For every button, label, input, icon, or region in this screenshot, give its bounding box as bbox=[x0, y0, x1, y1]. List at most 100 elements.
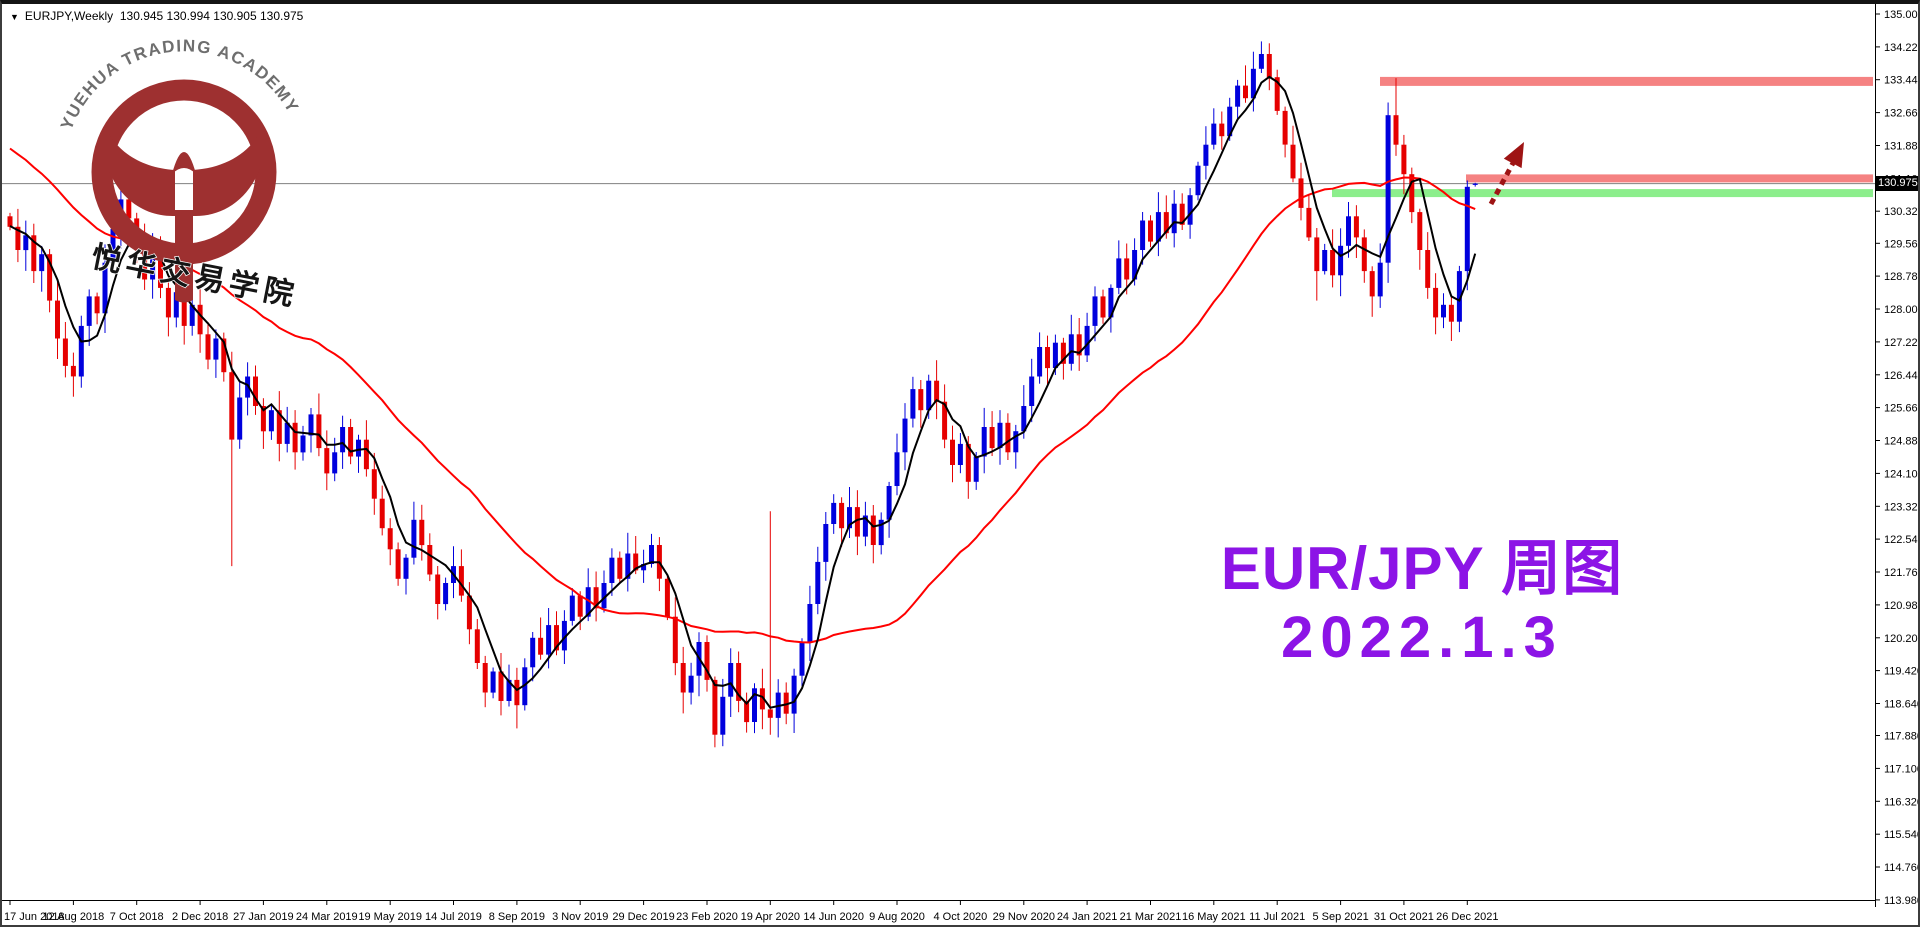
candle-body bbox=[324, 448, 330, 474]
candle-body bbox=[759, 688, 765, 710]
candle-body bbox=[1116, 258, 1122, 288]
resistance-band-mid[interactable] bbox=[1466, 174, 1873, 183]
candle-body bbox=[189, 304, 195, 326]
candle-body bbox=[720, 696, 726, 735]
candle-body bbox=[1203, 144, 1209, 166]
candle-body bbox=[1433, 287, 1439, 318]
candle-body bbox=[316, 414, 322, 449]
candle-body bbox=[791, 675, 797, 714]
candle-body bbox=[894, 452, 900, 486]
candle-body bbox=[973, 456, 979, 482]
candle-body bbox=[957, 443, 963, 465]
candle-body bbox=[593, 587, 599, 609]
candle-body bbox=[530, 637, 536, 668]
horizontal-level-bands[interactable] bbox=[1332, 76, 1873, 198]
price-tick-label: 128.000 bbox=[1884, 304, 1920, 316]
candle-body bbox=[1330, 250, 1336, 276]
candle-body bbox=[419, 519, 425, 546]
price-axis[interactable]: 135.000134.220133.440132.660131.880131.1… bbox=[1875, 4, 1920, 907]
candle-body bbox=[474, 629, 480, 663]
symbol-dropdown-icon[interactable]: ▼ bbox=[10, 12, 19, 22]
candle-body bbox=[554, 625, 559, 651]
candle-body bbox=[379, 498, 385, 529]
price-tick-label: 129.560 bbox=[1884, 238, 1920, 250]
price-tick-label: 116.320 bbox=[1884, 796, 1920, 808]
candle-body bbox=[910, 389, 916, 419]
price-tick-label: 124.100 bbox=[1884, 468, 1920, 480]
candle-body bbox=[466, 595, 472, 630]
chart-title-annotation: EUR/JPY 周图 bbox=[1220, 535, 1624, 602]
chart-date-annotation: 2022.1.3 bbox=[1281, 605, 1563, 670]
candle-body bbox=[918, 389, 924, 411]
candle-body bbox=[31, 235, 37, 272]
date-label: 2 Dec 2018 bbox=[172, 911, 228, 923]
candle-body bbox=[1124, 258, 1130, 280]
candle-body bbox=[950, 439, 955, 465]
candle-body bbox=[340, 427, 346, 453]
candle-body bbox=[862, 515, 868, 537]
candle-body bbox=[767, 709, 773, 718]
candle-body bbox=[1187, 195, 1193, 225]
candle-body bbox=[197, 304, 203, 335]
price-tick-label: 131.880 bbox=[1884, 141, 1920, 153]
breakout-arrow-icon[interactable] bbox=[1488, 142, 1524, 206]
candle-body bbox=[23, 235, 29, 251]
candle-body bbox=[181, 292, 187, 326]
candle-body bbox=[1306, 207, 1312, 238]
candle-body bbox=[704, 642, 710, 680]
breakout-arrow-shaft[interactable] bbox=[1488, 161, 1516, 206]
candle-body bbox=[506, 679, 512, 701]
date-label: 7 Oct 2018 bbox=[110, 911, 164, 923]
candle-body bbox=[173, 292, 179, 318]
candle-body bbox=[1037, 347, 1043, 377]
price-tick-label: 123.320 bbox=[1884, 501, 1920, 513]
date-label: 9 Aug 2020 bbox=[869, 911, 925, 923]
candle-body bbox=[823, 524, 829, 562]
moving-average-lines bbox=[9, 75, 1477, 709]
date-label: 14 Jun 2020 bbox=[803, 911, 864, 923]
candle-body bbox=[625, 553, 631, 579]
candle-body bbox=[712, 679, 718, 735]
date-label: 3 Nov 2019 bbox=[552, 911, 608, 923]
candle-body bbox=[356, 439, 361, 457]
candle-body bbox=[1005, 422, 1011, 453]
candle-body bbox=[348, 427, 354, 457]
price-tick-label: 133.440 bbox=[1884, 75, 1920, 87]
candle-body bbox=[47, 254, 53, 301]
price-tick-label: 118.640 bbox=[1884, 699, 1920, 711]
ma-fast-line bbox=[9, 75, 1477, 709]
resistance-band-upper[interactable] bbox=[1380, 76, 1873, 86]
candle-body bbox=[981, 427, 987, 457]
candle-body bbox=[1314, 237, 1320, 272]
candle-body bbox=[1092, 296, 1098, 326]
price-tick-label: 120.200 bbox=[1884, 633, 1920, 645]
candle-body bbox=[799, 642, 805, 676]
breakout-arrow-head[interactable] bbox=[1503, 142, 1524, 169]
candle-body bbox=[1448, 304, 1454, 322]
candle-body bbox=[1425, 250, 1431, 288]
candle-body bbox=[482, 663, 488, 693]
candle-body bbox=[514, 679, 520, 706]
candle-body bbox=[443, 583, 449, 605]
candle-body bbox=[1100, 296, 1106, 318]
candle-body bbox=[1084, 325, 1090, 356]
price-chart-svg[interactable]: YUEHUA TRADING ACADEMY 悦华交易学院 135.000 134… bbox=[2, 4, 1920, 927]
candle-body bbox=[1021, 406, 1027, 432]
candle-body bbox=[363, 439, 369, 470]
candle-body bbox=[1401, 144, 1407, 175]
candle-body bbox=[62, 338, 68, 366]
support-band-green[interactable] bbox=[1332, 189, 1873, 198]
candle-body bbox=[1274, 77, 1280, 111]
candle-body bbox=[989, 427, 995, 449]
candle-body bbox=[902, 418, 908, 453]
candle-body bbox=[1060, 342, 1066, 364]
candle-body bbox=[1282, 110, 1288, 145]
candle-body bbox=[1163, 212, 1169, 234]
candle-body bbox=[1377, 262, 1383, 297]
candle-body bbox=[458, 566, 464, 596]
candle-body bbox=[55, 300, 60, 339]
current-price-label: 130.975 bbox=[1876, 176, 1918, 191]
candle-body bbox=[522, 667, 528, 706]
